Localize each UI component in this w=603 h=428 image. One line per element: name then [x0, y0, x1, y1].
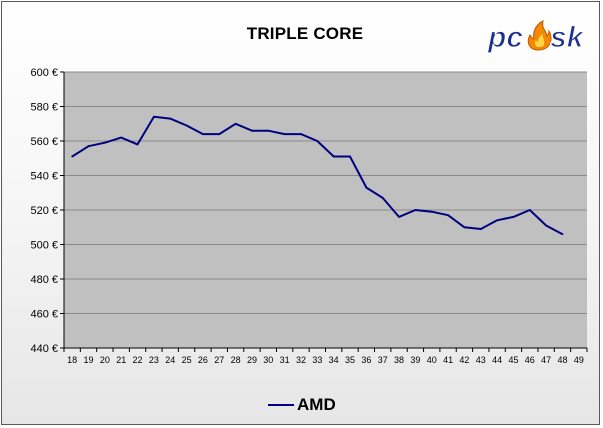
- data-point: [234, 122, 237, 125]
- data-point: [152, 115, 155, 118]
- data-point: [218, 133, 221, 136]
- data-point: [267, 129, 270, 132]
- data-point: [202, 133, 204, 136]
- y-tick-label: 580 €: [30, 102, 58, 114]
- legend-label-amd: AMD: [297, 395, 336, 414]
- x-tick-label: 36: [361, 355, 371, 365]
- data-point: [120, 136, 123, 139]
- data-point: [561, 233, 564, 236]
- x-tick-label: 46: [525, 355, 535, 365]
- x-tick-label: 33: [312, 355, 322, 365]
- x-tick-label: 42: [459, 355, 469, 365]
- data-point: [349, 155, 351, 158]
- x-tick-label: 45: [508, 355, 518, 365]
- data-point: [414, 209, 417, 211]
- x-tick-label: 31: [280, 355, 290, 365]
- x-tick-label: 28: [231, 355, 241, 365]
- data-point: [332, 155, 335, 158]
- x-tick-label: 38: [394, 355, 404, 365]
- data-point: [169, 117, 172, 120]
- legend-swatch-amd: [268, 404, 294, 406]
- data-point: [496, 219, 499, 222]
- chart-title: TRIPLE CORE: [246, 24, 364, 43]
- x-tick-label: 23: [149, 355, 159, 365]
- x-tick-label: 29: [247, 355, 257, 365]
- logo-pc: pc: [487, 21, 523, 54]
- y-tick-label: 560 €: [30, 136, 58, 148]
- x-tick-label: 49: [574, 355, 584, 365]
- x-tick-label: 26: [198, 355, 208, 365]
- legend: AMD: [268, 394, 336, 416]
- x-tick-label: 20: [100, 355, 110, 365]
- y-tick-label: 440 €: [30, 343, 58, 355]
- data-point: [365, 186, 368, 189]
- x-tick-label: 19: [84, 355, 94, 365]
- data-point: [528, 209, 531, 211]
- y-tick-label: 600 €: [30, 67, 58, 79]
- x-tick-label: 24: [165, 355, 175, 365]
- data-point: [316, 140, 319, 142]
- data-point: [463, 226, 466, 229]
- x-tick-label: 35: [345, 355, 355, 365]
- data-point: [185, 124, 188, 127]
- x-tick-label: 44: [492, 355, 502, 365]
- data-point: [283, 133, 286, 136]
- pcosk-logo: pc sk: [486, 20, 585, 55]
- x-tick-label: 37: [378, 355, 388, 365]
- data-point: [447, 214, 449, 217]
- y-tick-label: 540 €: [30, 171, 58, 183]
- y-tick-label: 460 €: [30, 309, 58, 321]
- x-tick-label: 30: [263, 355, 273, 365]
- data-point: [381, 197, 384, 199]
- x-tick-label: 48: [557, 355, 567, 365]
- data-point: [479, 228, 482, 230]
- x-tick-label: 25: [182, 355, 192, 365]
- data-point: [512, 216, 515, 218]
- data-point: [430, 210, 433, 213]
- x-tick-label: 18: [67, 355, 77, 365]
- data-point: [87, 145, 90, 148]
- x-tick-label: 27: [214, 355, 224, 365]
- x-tick-label: 22: [133, 355, 143, 365]
- logo-sk: sk: [550, 21, 585, 54]
- data-point: [251, 129, 253, 132]
- data-point: [545, 224, 548, 227]
- x-tick-label: 39: [410, 355, 420, 365]
- data-point: [300, 133, 302, 136]
- data-point: [103, 141, 106, 144]
- y-tick-label: 520 €: [30, 205, 58, 217]
- x-tick-label: 41: [443, 355, 453, 365]
- x-tick-label: 47: [541, 355, 551, 365]
- data-point: [136, 143, 139, 146]
- x-tick-label: 34: [329, 355, 339, 365]
- y-tick-label: 500 €: [30, 240, 58, 252]
- flame-icon: [527, 20, 552, 51]
- data-point: [71, 155, 74, 158]
- x-tick-label: 32: [296, 355, 306, 365]
- x-tick-label: 40: [427, 355, 437, 365]
- data-point: [398, 216, 400, 218]
- y-tick-label: 480 €: [30, 274, 58, 286]
- x-tick-label: 43: [476, 355, 486, 365]
- x-tick-label: 21: [116, 355, 126, 365]
